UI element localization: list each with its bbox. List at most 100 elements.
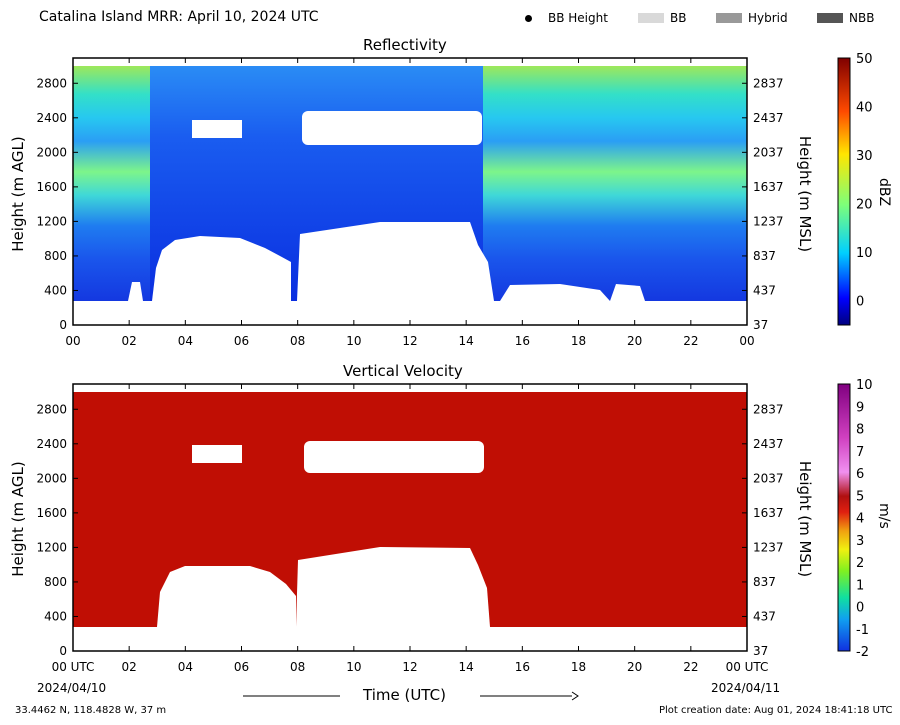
y-tick-label-right: 2437 xyxy=(753,111,784,125)
footer-creation-date: Plot creation date: Aug 01, 2024 18:41:1… xyxy=(659,705,893,716)
colorbar-tick-label: 2 xyxy=(856,556,864,571)
dot-icon xyxy=(525,14,532,22)
reflectivity-gap xyxy=(152,236,291,301)
y-tick-label-right: 2037 xyxy=(753,471,784,485)
y-tick-label-right: 37 xyxy=(753,318,768,332)
x-tick-label: 22 xyxy=(683,660,698,674)
colorbar-tick-label: -2 xyxy=(856,645,869,660)
y-tick-label-right: 1237 xyxy=(753,540,784,554)
x-tick-label: 16 xyxy=(515,660,530,674)
x-tick-label: 12 xyxy=(402,660,417,674)
y-tick-label-right: 1637 xyxy=(753,506,784,520)
swatch-icon xyxy=(716,13,742,23)
colorbar-velocity xyxy=(837,383,851,652)
colorbar-tick-label: 7 xyxy=(856,445,864,460)
swatch-icon xyxy=(638,13,664,23)
x-tick-label: 00 UTC xyxy=(726,660,769,674)
colorbar-tick-label: 50 xyxy=(856,52,873,67)
y-tick-label: 400 xyxy=(44,283,67,297)
y-tick-label-right: 2037 xyxy=(753,145,784,159)
reflectivity-gap xyxy=(192,120,242,138)
y-axis-label-left-1: Height (m AGL) xyxy=(9,136,27,252)
colorbar-label-velocity: m/s xyxy=(876,503,892,529)
x-tick-label: 18 xyxy=(571,660,586,674)
reflectivity-gap xyxy=(500,284,610,301)
reflectivity-gap xyxy=(302,111,482,145)
y-tick-label-right: 437 xyxy=(753,283,776,297)
y-tick-label: 1200 xyxy=(36,540,67,554)
footer-location: 33.4462 N, 118.4828 W, 37 m xyxy=(15,705,167,716)
x-tick-label: 00 xyxy=(65,334,80,348)
colorbar-tick-label: -1 xyxy=(856,623,869,638)
y-tick-label: 1600 xyxy=(36,506,67,520)
y-tick-label-right: 2837 xyxy=(753,76,784,90)
x-tick-label: 02 xyxy=(122,660,137,674)
y-tick-label: 2000 xyxy=(36,471,67,485)
x-tick-label: 06 xyxy=(234,660,249,674)
end-date: 2024/04/11 xyxy=(711,681,781,695)
x-tick-label: 10 xyxy=(346,660,361,674)
x-tick-label: 14 xyxy=(459,334,474,348)
x-tick-label: 18 xyxy=(571,334,586,348)
reflectivity-plot xyxy=(72,57,748,326)
velocity-gap xyxy=(296,547,490,627)
start-date: 2024/04/10 xyxy=(37,681,107,695)
legend-label: Hybrid xyxy=(748,11,788,25)
x-tick-label: 22 xyxy=(683,334,698,348)
y-tick-label: 800 xyxy=(44,575,67,589)
plot-title-velocity: Vertical Velocity xyxy=(343,362,463,380)
y-tick-label-right: 837 xyxy=(753,249,776,263)
legend-label: BB Height xyxy=(548,11,608,25)
legend-nbb: NBB xyxy=(817,11,874,25)
y-tick-label: 2400 xyxy=(36,111,67,125)
colorbar-tick-label: 6 xyxy=(856,467,864,482)
colorbar-tick-label: 0 xyxy=(856,295,864,310)
y-axis-label-right-2: Height (m MSL) xyxy=(796,460,814,578)
x-tick-label: 16 xyxy=(515,334,530,348)
colorbar-tick-label: 40 xyxy=(856,101,873,116)
x-tick-label: 02 xyxy=(122,334,137,348)
colorbar-tick-label: 3 xyxy=(856,534,864,549)
colorbar-label-dbz: dBZ xyxy=(876,177,892,207)
x-tick-label: 08 xyxy=(290,334,305,348)
colorbar-dbz xyxy=(837,57,851,326)
legend-label: BB xyxy=(670,11,687,25)
y-tick-label: 800 xyxy=(44,249,67,263)
colorbar-tick-label: 10 xyxy=(856,246,873,261)
x-tick-label: 06 xyxy=(234,334,249,348)
y-tick-label: 2400 xyxy=(36,437,67,451)
legend-bb: BB xyxy=(638,11,686,25)
x-tick-label: 00 UTC xyxy=(52,660,95,674)
reflectivity-gap xyxy=(297,222,494,301)
y-tick-label-right: 1237 xyxy=(753,214,784,228)
y-tick-label: 2800 xyxy=(36,76,67,90)
y-tick-label-right: 437 xyxy=(753,609,776,623)
x-tick-label: 12 xyxy=(402,334,417,348)
x-tick-label: 10 xyxy=(346,334,361,348)
colorbar-tick-label: 20 xyxy=(856,198,873,213)
x-tick-label: 04 xyxy=(178,334,193,348)
x-tick-label: 14 xyxy=(459,660,474,674)
x-tick-label: 20 xyxy=(627,660,642,674)
x-tick-label: 00 xyxy=(739,334,754,348)
y-tick-label: 400 xyxy=(44,609,67,623)
colorbar-tick-label: 30 xyxy=(856,149,873,164)
legend-bb-height: BB Height xyxy=(525,11,608,25)
plot-title-reflectivity: Reflectivity xyxy=(363,36,447,54)
y-tick-label: 0 xyxy=(59,318,67,332)
velocity-gap xyxy=(192,445,242,463)
y-tick-label-right: 1637 xyxy=(753,180,784,194)
colorbar-tick-label: 8 xyxy=(856,423,864,438)
velocity-gap xyxy=(157,566,296,627)
x-axis-label: Time (UTC) xyxy=(363,686,446,704)
page-title: Catalina Island MRR: April 10, 2024 UTC xyxy=(39,9,319,25)
y-axis-label-left-2: Height (m AGL) xyxy=(9,461,27,577)
x-tick-label: 20 xyxy=(627,334,642,348)
y-axis-label-right-1: Height (m MSL) xyxy=(796,135,814,253)
y-tick-label: 0 xyxy=(59,644,67,658)
y-tick-label-right: 2837 xyxy=(753,402,784,416)
legend-hybrid: Hybrid xyxy=(716,11,788,25)
colorbar-tick-label: 1 xyxy=(856,578,864,593)
